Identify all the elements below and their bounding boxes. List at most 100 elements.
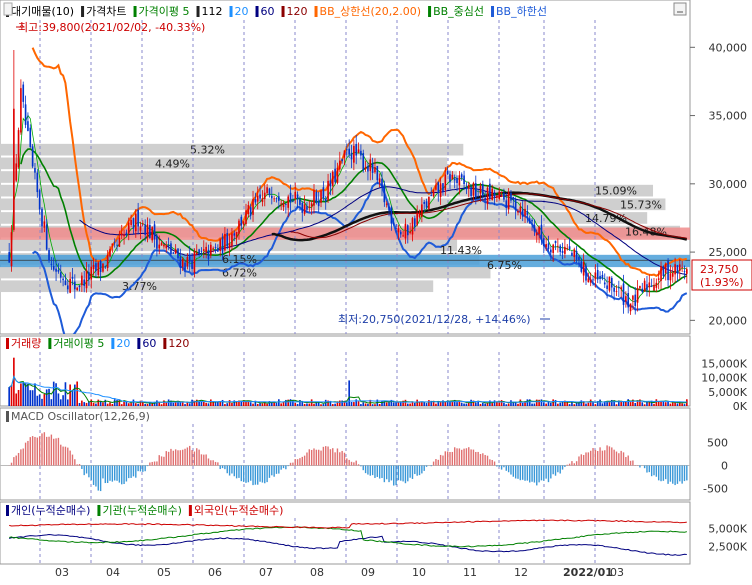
macd-bar xyxy=(123,465,124,484)
candle-body xyxy=(318,201,320,206)
volume-bar xyxy=(599,400,601,406)
volume-bar xyxy=(297,404,299,406)
macd-bar xyxy=(646,465,647,472)
macd-bar xyxy=(341,451,342,466)
macd-bar xyxy=(320,451,321,466)
candle-body xyxy=(156,236,158,249)
candle-body xyxy=(517,211,519,212)
macd-bar xyxy=(224,465,225,469)
candle-body xyxy=(219,239,221,251)
close-icon[interactable] xyxy=(4,3,12,15)
macd-bar xyxy=(180,450,181,465)
volume-bar xyxy=(137,404,139,406)
volume-bar xyxy=(116,400,118,406)
candle-body xyxy=(240,217,242,226)
candle-body xyxy=(285,204,287,205)
candle-body xyxy=(8,252,10,262)
legend-entry: 개인(누적순매수) xyxy=(11,504,90,517)
macd-bar xyxy=(576,461,577,465)
legend-entry: 120 xyxy=(168,337,189,350)
candle-body xyxy=(527,211,529,215)
candle-body xyxy=(592,279,594,280)
candle-body xyxy=(595,273,597,280)
macd-bar xyxy=(44,432,45,465)
macd-bar xyxy=(588,452,589,465)
candle-body xyxy=(25,104,27,125)
volume-bar xyxy=(257,404,259,406)
volume-bar xyxy=(550,403,552,406)
macd-bar xyxy=(175,449,176,465)
candle-body xyxy=(496,195,498,197)
candle-body xyxy=(161,243,163,246)
minimize-icon[interactable] xyxy=(674,3,686,15)
macd-bar xyxy=(348,460,349,466)
volume-bar xyxy=(156,400,158,406)
legend-entry: 외국인(누적순매수) xyxy=(194,504,284,517)
macd-bar xyxy=(177,450,178,465)
macd-bar xyxy=(463,449,464,466)
candle-body xyxy=(327,181,329,200)
candle-body xyxy=(583,262,585,276)
legend-swatch xyxy=(6,338,9,349)
volume-bar xyxy=(348,380,350,406)
volume-bar xyxy=(11,385,13,406)
volume-bar xyxy=(339,401,341,406)
macd-bar xyxy=(452,452,453,466)
macd-bar xyxy=(105,465,106,483)
candle-body xyxy=(618,287,620,288)
macd-bar xyxy=(93,465,94,485)
macd-bar xyxy=(379,465,380,478)
macd-bar xyxy=(46,437,47,466)
volume-bar xyxy=(323,404,325,406)
macd-bar xyxy=(613,450,614,466)
volume-bar xyxy=(224,404,226,406)
macd-bar xyxy=(412,465,413,478)
mid-label-2: 6.75% xyxy=(487,259,522,272)
macd-bar xyxy=(555,465,556,475)
candle-body xyxy=(51,264,53,265)
candle-body xyxy=(599,276,601,279)
macd-bar xyxy=(623,452,624,465)
candle-body xyxy=(679,264,681,271)
volume-bar xyxy=(163,400,165,406)
macd-bar xyxy=(41,433,42,465)
candle-body xyxy=(313,190,315,206)
candle-body xyxy=(128,223,130,234)
macd-bar xyxy=(567,465,568,466)
macd-bar xyxy=(402,465,403,481)
macd-bar xyxy=(552,465,553,474)
volume-bar xyxy=(83,402,85,406)
macd-bar xyxy=(477,452,478,466)
candle-body xyxy=(290,193,292,202)
macd-bar xyxy=(163,457,164,466)
macd-bar xyxy=(210,460,211,465)
macd-bar xyxy=(13,457,14,465)
macd-bar xyxy=(91,465,92,480)
candle-body xyxy=(501,192,503,193)
candle-body xyxy=(168,245,170,246)
volume-profile-bar xyxy=(0,144,463,156)
price-tick-label: 20,000 xyxy=(709,314,748,327)
volume-bar xyxy=(55,383,57,406)
macd-bar xyxy=(208,458,209,465)
volume-bar xyxy=(505,404,507,406)
candle-body xyxy=(224,234,226,250)
macd-bar xyxy=(456,448,457,465)
candle-body xyxy=(505,200,507,208)
macd-bar xyxy=(381,465,382,478)
candle-body xyxy=(374,167,376,172)
legend-swatch xyxy=(230,6,233,17)
volume-bar xyxy=(405,400,407,406)
candle-body xyxy=(144,224,146,234)
macd-bar xyxy=(119,465,120,482)
macd-bar xyxy=(53,439,54,466)
volume-bar xyxy=(456,402,458,406)
candle-body xyxy=(515,199,517,210)
macd-bar xyxy=(609,446,610,465)
candle-body xyxy=(653,285,655,291)
macd-bar xyxy=(543,465,544,480)
macd-bar xyxy=(571,461,572,465)
macd-bar xyxy=(616,452,617,466)
macd-tick-label: -500 xyxy=(703,482,728,495)
